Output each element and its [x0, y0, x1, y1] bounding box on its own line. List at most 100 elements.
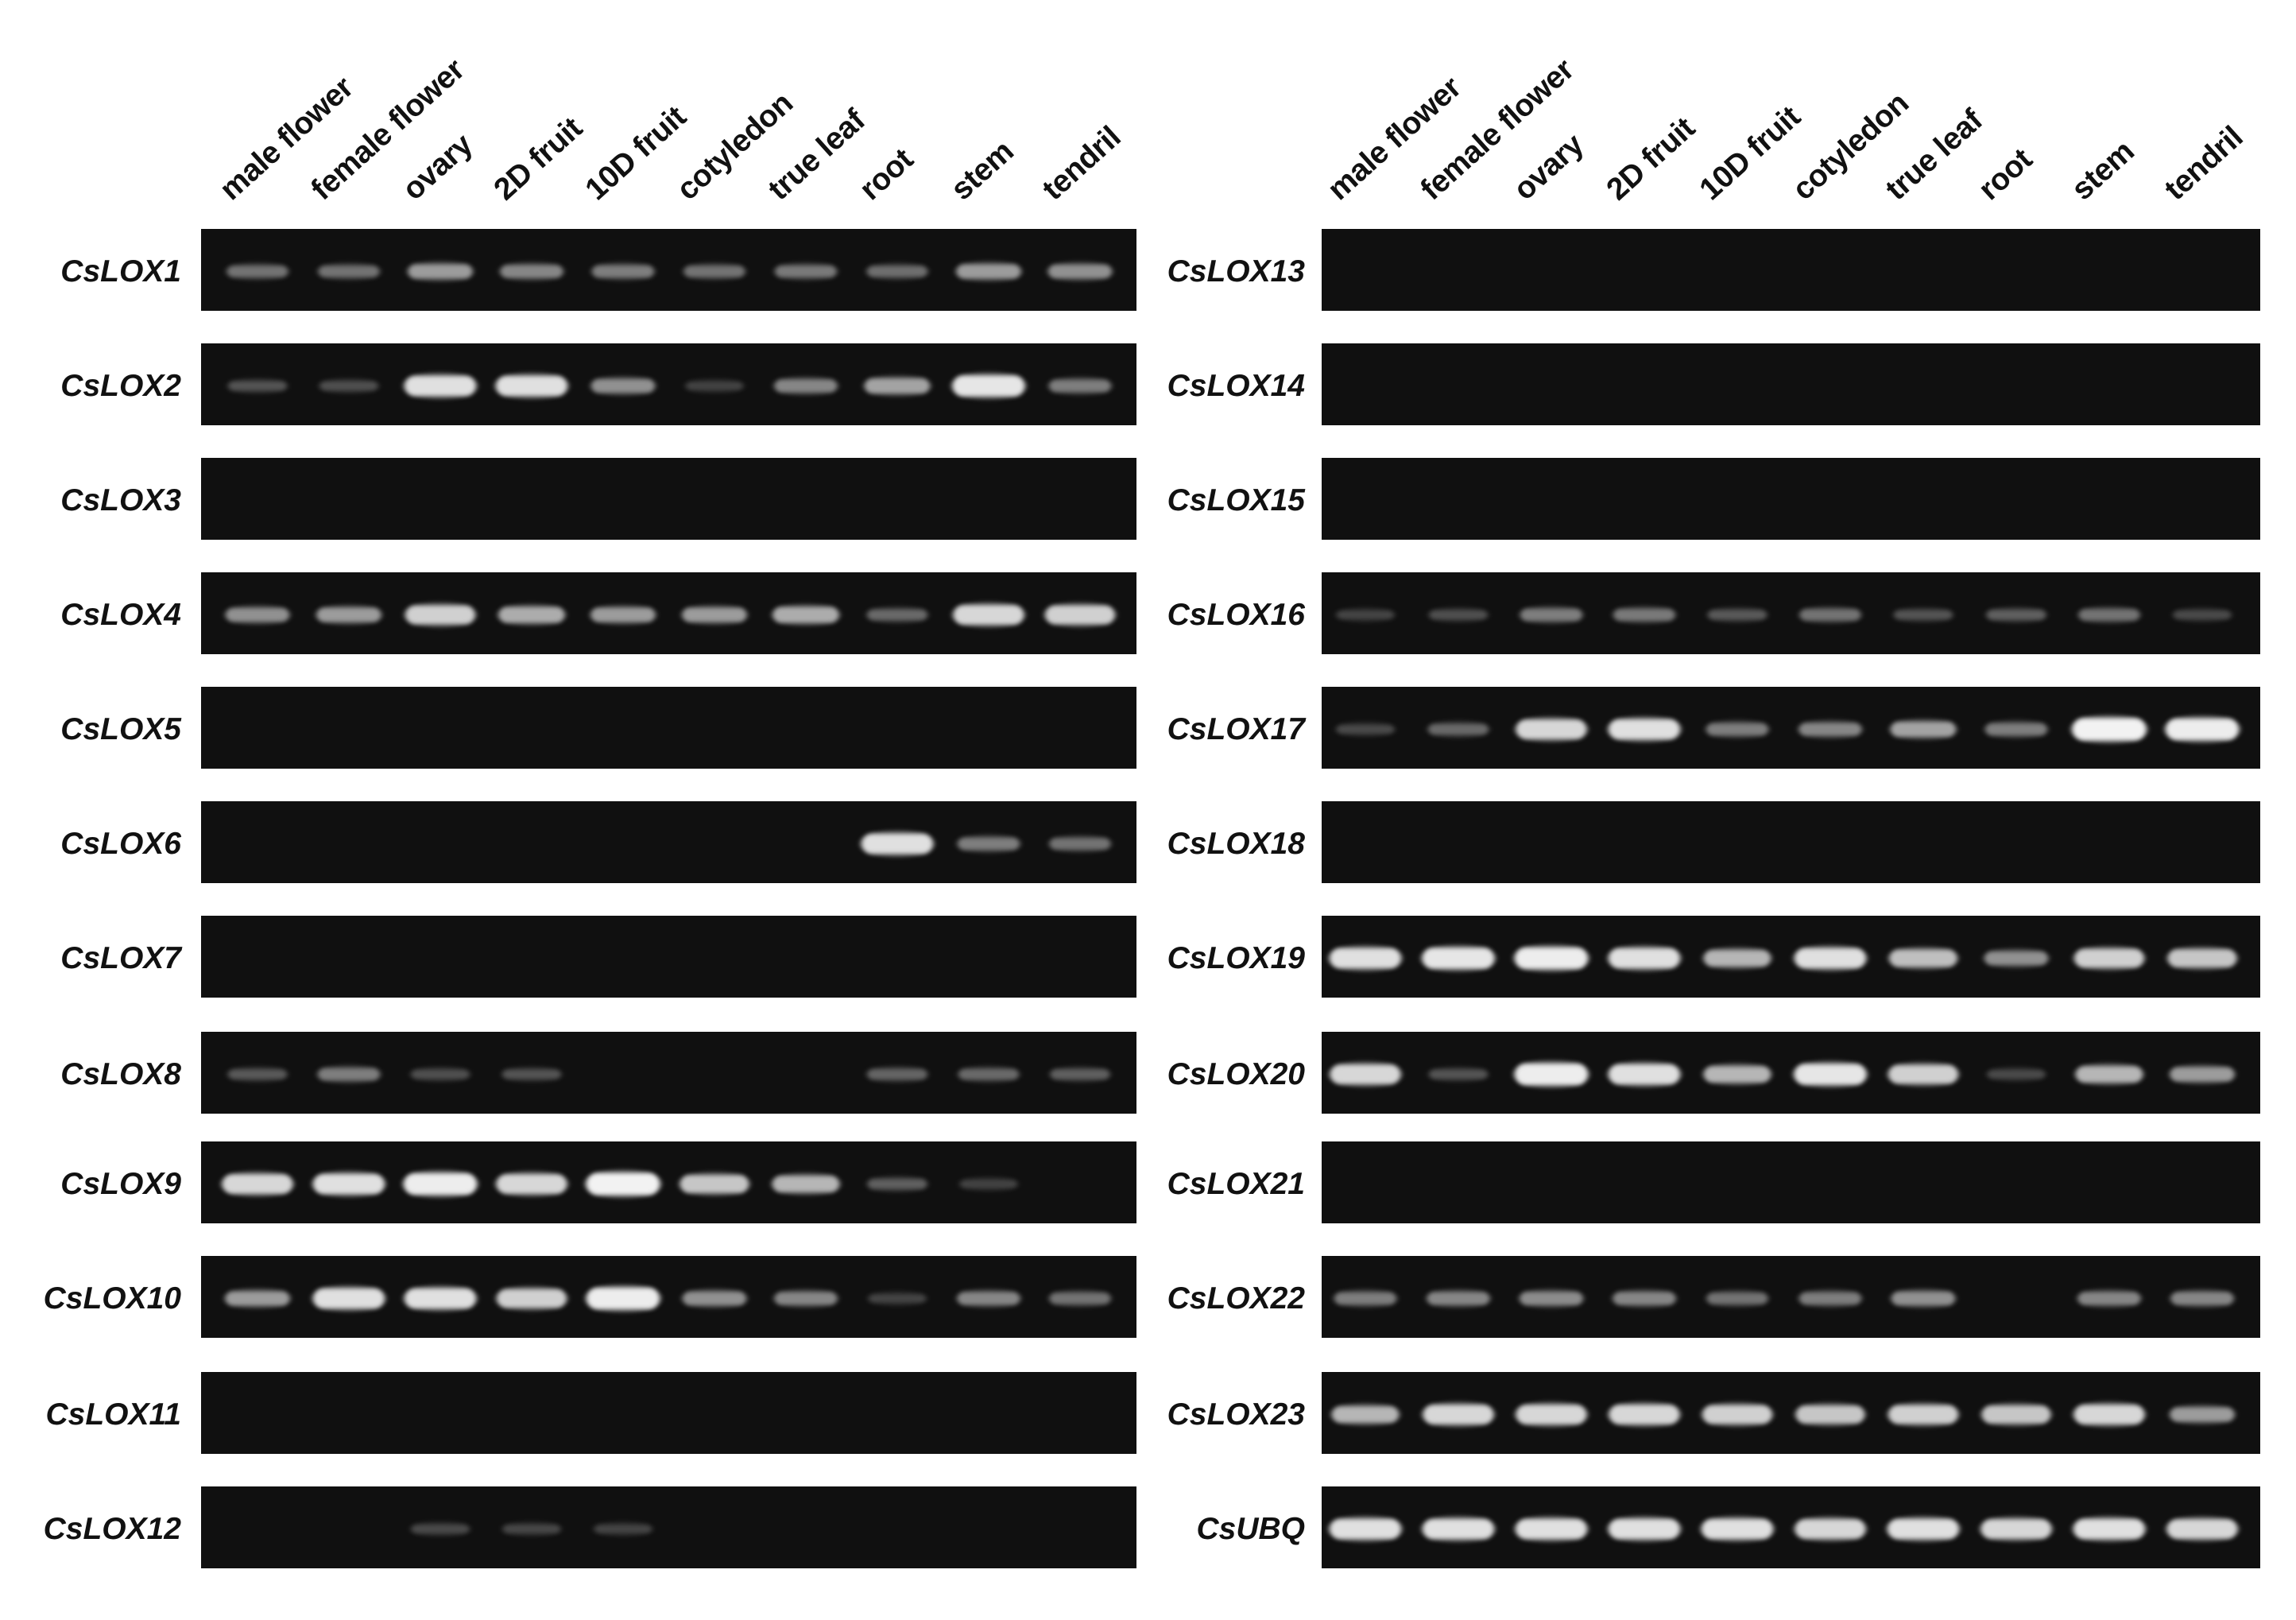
gene-label: CsLOX23 — [1167, 1397, 1305, 1432]
band — [954, 605, 1024, 625]
band — [1891, 1291, 1955, 1306]
band — [412, 1069, 469, 1079]
band — [503, 1525, 560, 1533]
band — [1891, 722, 1956, 737]
gene-label: CsLOX10 — [43, 1281, 181, 1316]
band — [775, 1292, 837, 1305]
band — [313, 1288, 385, 1309]
gene-label: CsLOX13 — [1167, 254, 1305, 289]
band — [2073, 1518, 2145, 1540]
band — [1516, 1518, 1587, 1540]
band — [953, 375, 1024, 397]
band — [1795, 1519, 1865, 1539]
band — [958, 837, 1020, 851]
band — [2166, 718, 2239, 741]
band — [1613, 608, 1675, 622]
band — [404, 1172, 477, 1196]
band — [680, 1175, 749, 1193]
band — [1337, 725, 1394, 734]
band — [2171, 1292, 2233, 1305]
band — [865, 378, 930, 393]
gene-label: CsLOX16 — [1167, 598, 1305, 632]
band — [2167, 1519, 2237, 1539]
gene-label: CsLOX4 — [60, 598, 181, 632]
band — [2076, 1066, 2143, 1083]
band — [1429, 1069, 1488, 1079]
band — [227, 265, 288, 277]
gene-label: CsLOX18 — [1167, 827, 1305, 861]
gene-label: CsLOX8 — [60, 1057, 181, 1091]
gene-label: CsLOX17 — [1167, 712, 1305, 746]
band — [318, 1068, 380, 1081]
gene-label: CsLOX1 — [60, 254, 181, 289]
band — [775, 265, 837, 278]
band — [1516, 719, 1586, 739]
band — [1609, 719, 1680, 740]
band — [1423, 948, 1494, 969]
band — [1708, 610, 1767, 620]
band — [405, 375, 476, 397]
gel-strip — [1322, 1141, 2260, 1223]
band — [1609, 1064, 1680, 1085]
band — [1520, 1292, 1583, 1305]
band — [1704, 950, 1771, 967]
band — [683, 607, 746, 622]
band — [317, 607, 381, 622]
band — [591, 607, 655, 622]
band — [228, 381, 287, 391]
band — [501, 265, 563, 278]
band — [1613, 1292, 1675, 1305]
band — [1330, 1064, 1400, 1084]
band — [1609, 1518, 1680, 1540]
band — [1423, 1518, 1494, 1540]
band — [319, 265, 379, 277]
gene-label: CsLOX3 — [60, 483, 181, 517]
band — [497, 1174, 567, 1194]
band — [1050, 1293, 1110, 1304]
band — [592, 265, 654, 278]
band — [958, 1068, 1019, 1080]
band — [684, 265, 745, 277]
band — [867, 265, 927, 277]
band — [1520, 608, 1582, 622]
gene-label: CsLOX2 — [60, 369, 181, 403]
band — [1795, 1064, 1866, 1085]
band — [869, 1294, 926, 1303]
band — [1330, 1518, 1401, 1540]
gel-panel-right: male flower female flower ovary 2D fruit 10D… — [1148, 0, 2296, 1620]
band — [1702, 1518, 1773, 1540]
band — [1706, 723, 1768, 736]
band — [496, 375, 567, 397]
band — [2074, 1405, 2144, 1424]
band — [1045, 605, 1115, 625]
band — [226, 1291, 289, 1306]
band — [2170, 1067, 2234, 1082]
gel-panel-left: male flower female flower ovary 2D fruit 10D… — [43, 52, 1136, 1568]
band — [957, 264, 1020, 279]
band — [228, 1069, 287, 1079]
band — [1428, 723, 1489, 735]
gene-label: CsLOX22 — [1167, 1281, 1305, 1316]
band — [1423, 1405, 1493, 1424]
band — [1702, 1405, 1772, 1424]
band — [1988, 1070, 2045, 1079]
band — [1888, 1064, 1958, 1084]
band — [1516, 1405, 1586, 1424]
band — [2078, 1292, 2140, 1305]
band — [1337, 610, 1394, 619]
band — [1888, 1405, 1958, 1424]
band — [405, 605, 475, 625]
gene-label: CsLOX6 — [60, 827, 181, 861]
band — [587, 1287, 660, 1310]
band — [1050, 838, 1110, 850]
gel-strips-left — [201, 229, 1136, 1568]
band — [2168, 949, 2236, 967]
band — [497, 1289, 567, 1308]
gene-label: CsLOX14 — [1167, 369, 1305, 403]
band — [1430, 610, 1487, 620]
band — [2079, 609, 2139, 621]
band — [1707, 1293, 1767, 1304]
band — [408, 264, 472, 279]
gene-label: CsLOX9 — [60, 1167, 181, 1201]
gene-label: CsLOX20 — [1167, 1057, 1305, 1091]
